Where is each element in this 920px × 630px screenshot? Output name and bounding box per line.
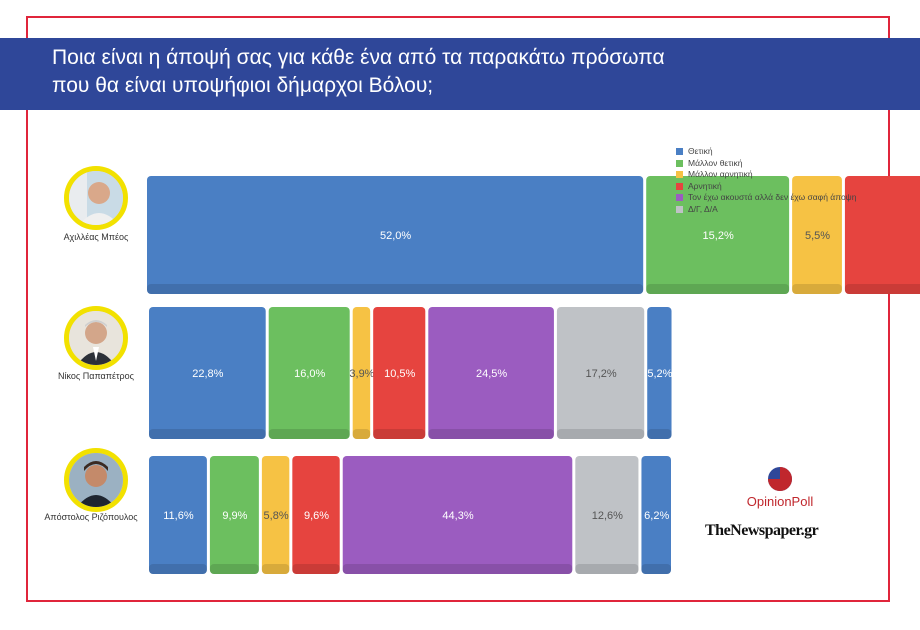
data-label: 9,9% <box>222 510 247 522</box>
opinion-poll-text: OpinionPoll <box>746 494 814 509</box>
bar-segment-shadow <box>149 429 266 439</box>
legend-label: Μάλλον θετική <box>688 157 743 168</box>
bar-segment <box>209 456 259 574</box>
data-label: 44,3% <box>442 510 473 522</box>
data-label: 52,0% <box>380 230 411 242</box>
legend-swatch <box>676 205 683 213</box>
bar-segment-shadow <box>268 429 350 439</box>
data-label: 5,8% <box>264 510 289 522</box>
bar-segment-shadow <box>428 429 554 439</box>
bar-segment-shadow <box>641 564 671 574</box>
title-line-2: που θα είναι υποψήφιοι δήμαρχοι Βόλου; <box>52 74 434 97</box>
bar-segment <box>147 176 644 294</box>
person-2-photo-icon <box>69 311 123 365</box>
data-label: 17,2% <box>585 368 616 380</box>
bar-segment-shadow <box>575 564 639 574</box>
bar-segment <box>428 307 554 439</box>
avatar <box>64 448 128 512</box>
legend-swatch <box>676 148 683 155</box>
bar-segment-shadow <box>556 429 645 439</box>
bar-segment <box>575 456 639 574</box>
opinion-poll-logo: OpinionPoll <box>730 464 830 514</box>
bar-segment <box>641 456 671 574</box>
bar-segment <box>373 307 426 439</box>
person-1-photo-icon <box>69 171 123 225</box>
bar-segment <box>261 456 290 574</box>
data-label: 6,2% <box>644 510 669 522</box>
bar-segment <box>149 307 266 439</box>
bar-segment-shadow <box>352 429 371 439</box>
avatar <box>64 166 128 230</box>
bar-segment-shadow <box>149 564 207 574</box>
data-label: 11,6% <box>163 510 194 522</box>
legend-swatch <box>676 171 683 178</box>
bar-segment <box>268 307 350 439</box>
bar-segment-shadow <box>647 429 672 439</box>
bar-segment-shadow <box>646 284 790 294</box>
person-name: Νίκος Παπαπέτρος <box>58 371 134 381</box>
data-label: 10,5% <box>384 368 415 380</box>
bar-segment-shadow <box>292 564 340 574</box>
person-name: Απόστολος Ριζόπουλος <box>44 512 138 522</box>
bar-segment-shadow <box>261 564 290 574</box>
bar-segment-shadow <box>792 284 842 294</box>
bar-segment-shadow <box>342 564 573 574</box>
bar-segment <box>352 307 371 439</box>
opinion-poll-pie-icon <box>768 467 792 491</box>
data-label: 16,0% <box>294 368 325 380</box>
data-label: 24,5% <box>476 368 507 380</box>
newspaper-logo: TheNewspaper.gr <box>705 522 819 539</box>
person-name: Αχιλλέας Μπέος <box>63 232 129 242</box>
bar-segment <box>342 456 573 574</box>
legend-swatch <box>676 194 683 201</box>
legend-label: Μάλλον αρνητική <box>688 169 753 179</box>
data-label: 3,9% <box>349 368 374 380</box>
bar-segment <box>556 307 645 439</box>
bar-segment <box>647 307 672 439</box>
legend-label: Δ/Γ, Δ/Α <box>688 203 718 214</box>
title-line-1: Ποια είναι η άποψή σας για κάθε ένα από … <box>52 46 665 69</box>
bar-segment-shadow <box>209 564 259 574</box>
legend-swatch <box>676 159 683 167</box>
bar-segment-shadow <box>373 429 426 439</box>
chart-frame <box>26 16 890 602</box>
chart-title: Ποια είναι η άποψή σας για κάθε ένα από … <box>52 44 812 100</box>
avatar <box>64 306 128 370</box>
legend-label: Αρνητική <box>688 180 722 191</box>
data-label: 15,2% <box>703 230 734 242</box>
data-label: 12,6% <box>592 510 623 522</box>
data-label: 22,8% <box>192 368 223 380</box>
title-band <box>0 38 920 110</box>
bar-segment <box>149 456 207 574</box>
data-label: 5,2% <box>647 368 672 380</box>
legend-swatch <box>676 182 683 190</box>
bar-segment <box>792 176 842 294</box>
data-label: 9,6% <box>304 510 329 522</box>
legend-label: Θετική <box>688 146 713 156</box>
legend-label: Τον έχω ακουστά αλλά δεν έχω σαφή άποψη <box>688 192 857 202</box>
person-3-photo-icon <box>69 453 123 507</box>
bar-segment <box>292 456 340 574</box>
data-label: 5,5% <box>805 230 830 242</box>
bar-segment <box>844 176 920 294</box>
bar-segment-shadow <box>844 284 920 294</box>
bar-segment-shadow <box>147 284 644 294</box>
